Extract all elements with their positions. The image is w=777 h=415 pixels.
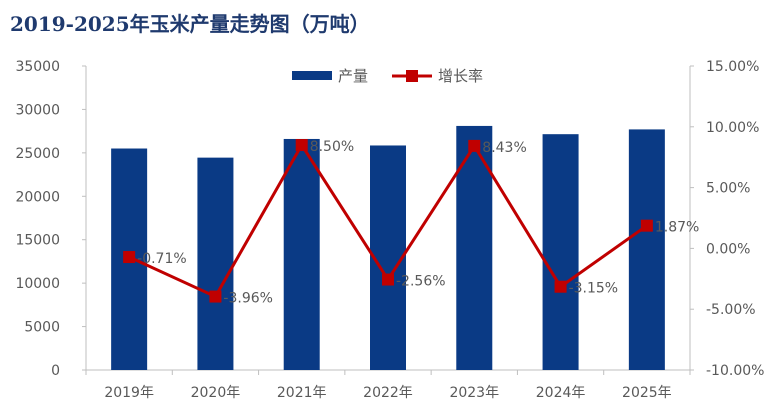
bar: [197, 157, 234, 370]
line-series: [123, 139, 653, 303]
x-tick-label: 2023年: [449, 385, 499, 401]
left-tick-label: 25000: [15, 146, 60, 162]
x-tick-label: 2025年: [622, 385, 672, 401]
left-tick-label: 5000: [24, 320, 60, 336]
x-tick-label: 2019年: [104, 385, 154, 401]
line-point: [209, 290, 222, 303]
left-tick-label: 15000: [15, 233, 60, 249]
line-point: [295, 139, 308, 152]
legend-line-marker: [406, 70, 418, 82]
right-tick-label: 10.00%: [706, 120, 759, 136]
right-tick-label: 15.00%: [706, 59, 759, 75]
line-point: [640, 219, 653, 232]
left-tick-label: 10000: [15, 276, 60, 292]
data-labels: -0.71% -3.96% 8.50% -2.56% 8.43% -3.15% 1.87%: [137, 139, 699, 307]
axes: 0 5000 10000 15000 20000 25000 30000 35000 -10.0…: [15, 59, 764, 401]
left-tick-label: 35000: [15, 59, 60, 75]
right-tick-label: 0.00%: [706, 241, 750, 257]
line-data-label: -2.56%: [396, 274, 446, 290]
x-tick-label: 2020年: [191, 385, 241, 401]
bar-series: [111, 125, 665, 370]
x-tick-label: 2024年: [536, 385, 586, 401]
line-data-label: 8.50%: [310, 139, 354, 155]
line-point: [382, 273, 394, 286]
legend-bar-label: 产量: [338, 67, 368, 85]
right-tick-label: -5.00%: [706, 302, 756, 318]
line-data-label: -3.96%: [223, 291, 273, 307]
x-tick-label: 2022年: [363, 385, 413, 401]
legend-line-label: 增长率: [438, 67, 483, 85]
right-tick-label: 5.00%: [706, 181, 750, 197]
line-data-label: -3.15%: [569, 281, 619, 297]
bar: [542, 134, 579, 370]
left-tick-label: 30000: [15, 102, 60, 118]
bar: [370, 145, 406, 370]
bar: [628, 129, 665, 370]
line-point: [123, 251, 136, 264]
chart-title: 2019-2025年玉米产量走势图（万吨）: [10, 12, 370, 36]
right-tick-label: -10.00%: [706, 363, 764, 379]
left-tick-label: 0: [51, 363, 60, 379]
left-tick-label: 20000: [15, 189, 60, 205]
line-data-label: -0.71%: [137, 251, 187, 267]
legend-bar-swatch: [292, 71, 332, 80]
bar: [456, 125, 493, 370]
bar: [283, 138, 320, 370]
legend: 产量 增长率: [292, 67, 483, 85]
line-data-label: 8.43%: [482, 140, 526, 156]
line-data-label: 1.87%: [655, 220, 699, 236]
x-tick-label: 2021年: [277, 385, 327, 401]
line-point: [554, 280, 567, 293]
line-point: [468, 139, 481, 152]
